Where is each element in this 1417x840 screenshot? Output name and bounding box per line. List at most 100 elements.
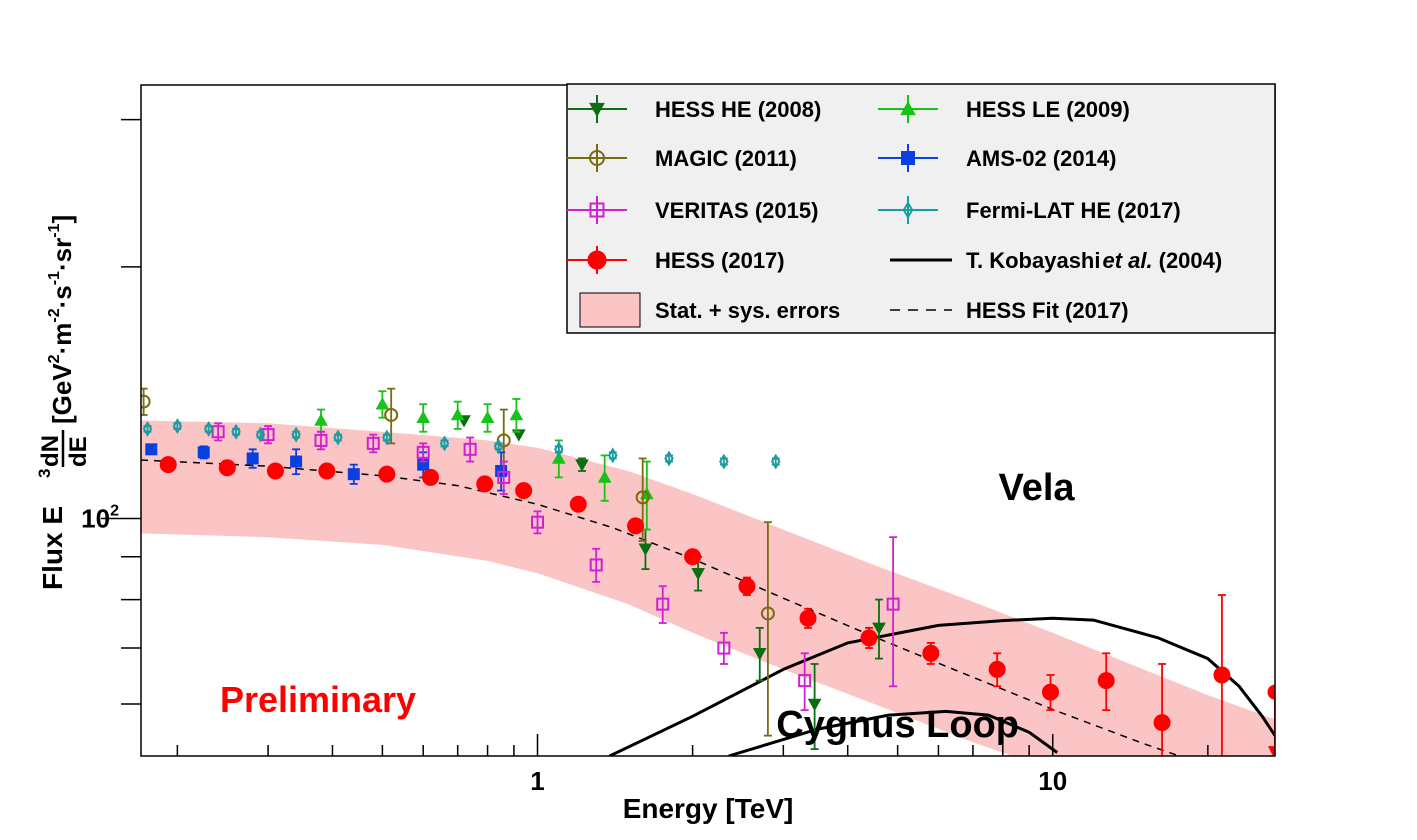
legend-marker-hess_le	[878, 95, 938, 123]
x-tick-label: 1	[530, 766, 544, 796]
legend-label-fit: HESS Fit (2017)	[966, 298, 1129, 323]
series-fermi	[142, 418, 781, 470]
series-hess17	[159, 456, 1275, 756]
series-veritas	[211, 422, 900, 712]
legend-label-hess-he: HESS HE (2008)	[655, 97, 821, 122]
data-point	[141, 394, 151, 409]
data-point	[416, 445, 430, 459]
legend-marker	[589, 150, 605, 166]
data-point	[575, 459, 589, 472]
data-point	[1213, 666, 1231, 684]
upper-limit-arrow	[1268, 746, 1275, 756]
legend-marker	[900, 100, 916, 116]
data-point	[318, 462, 336, 480]
preliminary-watermark: Preliminary	[220, 679, 416, 720]
data-point	[656, 597, 670, 611]
y-label-de: dE	[65, 436, 92, 467]
data-point	[664, 450, 674, 467]
x-tick-label: 10	[1038, 766, 1067, 796]
data-point	[290, 455, 303, 468]
data-point	[717, 641, 731, 655]
data-point	[333, 429, 343, 446]
data-point	[314, 433, 328, 447]
data-point	[197, 446, 210, 459]
data-point	[266, 462, 284, 480]
data-point	[145, 443, 158, 456]
data-point	[799, 609, 817, 627]
data-point	[872, 622, 886, 635]
legend-label-veritas: VERITAS (2015)	[655, 198, 818, 223]
annotation-vela: Vela	[998, 467, 1075, 509]
data-point	[760, 606, 775, 621]
legend-label-ams: AMS-02 (2014)	[966, 146, 1116, 171]
legend-marker-magic	[567, 144, 627, 172]
data-point	[142, 420, 153, 437]
data-point	[719, 453, 729, 470]
data-point	[378, 465, 396, 483]
data-point	[218, 459, 236, 477]
data-point	[608, 447, 618, 464]
legend-marker-fermi	[878, 196, 938, 224]
y-tick-label: 102	[81, 503, 119, 534]
y-label-dn: dN	[37, 435, 64, 467]
data-point	[691, 568, 705, 581]
legend-marker-veritas	[567, 196, 627, 224]
data-point	[684, 548, 702, 566]
data-point	[551, 451, 566, 464]
data-point	[384, 407, 399, 422]
data-point	[638, 543, 653, 556]
data-point	[627, 517, 645, 535]
data-point	[347, 468, 360, 481]
data-point	[860, 629, 878, 647]
legend-label-hess-le: HESS LE (2009)	[966, 97, 1130, 122]
data-point	[1153, 714, 1171, 732]
data-point	[463, 442, 477, 456]
data-point	[738, 577, 756, 595]
legend-marker-hess17	[567, 246, 627, 274]
data-point	[1097, 672, 1115, 690]
data-point	[493, 438, 504, 455]
legend-band-swatch	[579, 292, 641, 328]
data-point	[211, 425, 225, 439]
data-point	[554, 441, 564, 458]
data-point	[922, 644, 940, 662]
data-point	[770, 453, 781, 470]
legend-label-hess-2017: HESS (2017)	[655, 248, 785, 273]
data-point	[255, 426, 266, 443]
data-point	[1267, 684, 1275, 700]
y-label-prefix: Flux E	[37, 506, 68, 590]
legend-box	[566, 83, 1276, 334]
data-point	[439, 435, 450, 452]
data-point	[375, 397, 390, 410]
legend-label-band: Stat. + sys. errors	[655, 298, 840, 323]
data-point	[635, 490, 650, 505]
data-point	[203, 420, 214, 437]
legend-label-fermi: Fermi-LAT HE (2017)	[966, 198, 1181, 223]
annotation-cygnus-loop: Cygnus Loop	[776, 704, 1019, 746]
y-label-units: [GeV2·m-2·s-1·sr-1]	[46, 215, 77, 424]
legend-marker	[902, 201, 914, 219]
legend-marker-hess_he	[567, 95, 627, 123]
data-point	[261, 428, 275, 442]
data-point	[569, 495, 587, 513]
data-point	[291, 426, 301, 443]
legend-marker-ams	[878, 144, 938, 172]
data-point	[497, 470, 511, 484]
data-point	[159, 456, 177, 474]
data-point	[382, 429, 392, 446]
data-point	[314, 413, 328, 426]
data-point	[589, 558, 603, 572]
data-point	[807, 698, 822, 712]
data-point	[597, 470, 612, 483]
legend-label-magic: MAGIC (2011)	[655, 146, 797, 171]
data-point	[246, 452, 259, 465]
data-point	[531, 515, 545, 529]
data-point	[509, 407, 524, 421]
data-point	[450, 407, 465, 421]
data-point	[752, 647, 767, 661]
svg-text:Flux E: Flux E	[37, 506, 68, 590]
data-point	[988, 660, 1006, 678]
y-axis-label: Flux E 3 dN dE [GeV2·m-2·s-1·sr-1]	[35, 215, 92, 590]
data-point	[172, 418, 183, 435]
